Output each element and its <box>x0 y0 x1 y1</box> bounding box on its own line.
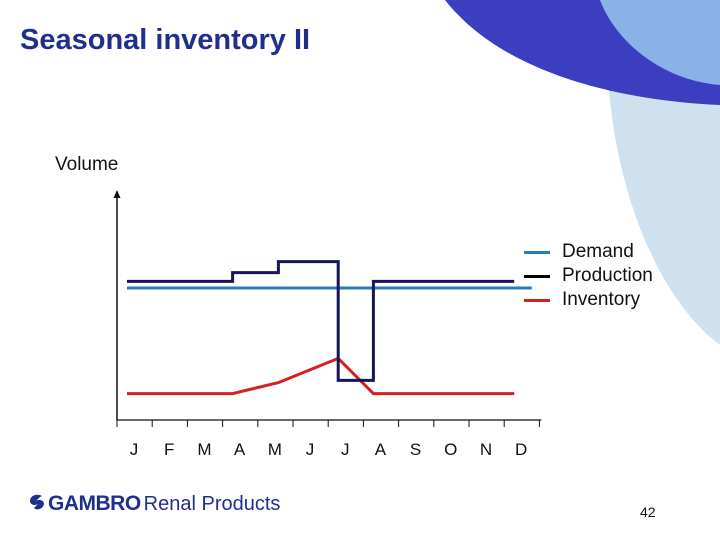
x-tick-label: M <box>197 440 211 459</box>
x-tick-label: D <box>515 440 527 459</box>
swoosh-dark <box>445 0 720 105</box>
swoosh-mid <box>600 0 720 105</box>
legend-label-inventory: Inventory <box>562 289 641 310</box>
legend-item-production: Production <box>524 264 653 288</box>
series-line-inventory <box>127 356 515 396</box>
slide-title: Seasonal inventory II <box>20 24 311 56</box>
series-layer <box>127 260 532 396</box>
legend-swatch-demand <box>524 250 550 254</box>
legend-swatch-inventory <box>524 298 550 302</box>
legend-item-inventory: Inventory <box>524 288 653 312</box>
x-tick-label: S <box>410 440 421 459</box>
logo-subtitle: Renal Products <box>143 492 281 515</box>
company-logo: GAMBRO Renal Products <box>28 492 280 516</box>
page-number: 42 <box>640 504 656 520</box>
x-tick-label: N <box>480 440 492 459</box>
y-axis-arrow <box>113 190 121 198</box>
axes <box>113 190 542 427</box>
legend-label-demand: Demand <box>562 241 634 262</box>
legend: Demand Production Inventory <box>524 240 653 312</box>
legend-swatch-production <box>524 274 550 278</box>
x-tick-label: O <box>444 440 457 459</box>
x-tick-label: M <box>268 440 282 459</box>
legend-item-demand: Demand <box>524 240 653 264</box>
y-axis-label: Volume <box>55 154 119 175</box>
x-tick-label: A <box>234 440 246 459</box>
x-tick-label: A <box>375 440 387 459</box>
logo-wordmark: GAMBRO <box>48 492 141 515</box>
gambro-logo-icon <box>30 494 44 510</box>
x-tick-label: J <box>130 440 139 459</box>
legend-label-production: Production <box>562 265 653 286</box>
x-tick-label: F <box>164 440 174 459</box>
x-tick-label: J <box>306 440 315 459</box>
series-line-production <box>127 260 515 382</box>
x-tick-label: J <box>341 440 350 459</box>
